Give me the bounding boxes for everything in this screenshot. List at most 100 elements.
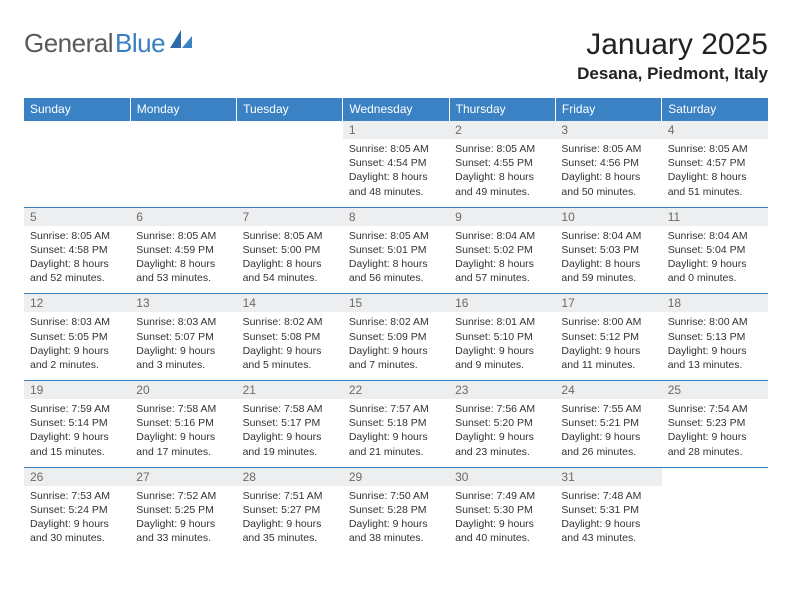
day-data-cell: Sunrise: 8:03 AMSunset: 5:07 PMDaylight:… — [130, 312, 236, 380]
daylight-text: Daylight: 8 hours — [455, 257, 549, 271]
daylight-text: Daylight: 9 hours — [668, 257, 762, 271]
sunset-text: Sunset: 5:28 PM — [349, 503, 443, 517]
daylight-text: Daylight: 9 hours — [136, 517, 230, 531]
sunrise-text: Sunrise: 8:04 AM — [561, 229, 655, 243]
daylight-text-2: and 57 minutes. — [455, 271, 549, 285]
daylight-text-2: and 5 minutes. — [243, 358, 337, 372]
daylight-text-2: and 21 minutes. — [349, 445, 443, 459]
day-number-cell: 18 — [662, 294, 768, 313]
day-data-cell: Sunrise: 8:04 AMSunset: 5:03 PMDaylight:… — [555, 226, 661, 294]
weekday-header: Sunday — [24, 98, 130, 121]
sunset-text: Sunset: 5:05 PM — [30, 330, 124, 344]
sunset-text: Sunset: 5:31 PM — [561, 503, 655, 517]
day-number-cell: 5 — [24, 207, 130, 226]
sunrise-text: Sunrise: 8:02 AM — [349, 315, 443, 329]
day-data-cell: Sunrise: 7:48 AMSunset: 5:31 PMDaylight:… — [555, 486, 661, 554]
daylight-text-2: and 23 minutes. — [455, 445, 549, 459]
day-number-cell: 16 — [449, 294, 555, 313]
daylight-text: Daylight: 9 hours — [243, 517, 337, 531]
day-data-cell: Sunrise: 8:05 AMSunset: 4:59 PMDaylight:… — [130, 226, 236, 294]
sunrise-text: Sunrise: 7:55 AM — [561, 402, 655, 416]
day-number-cell: 23 — [449, 381, 555, 400]
day-number-cell: 22 — [343, 381, 449, 400]
daylight-text-2: and 33 minutes. — [136, 531, 230, 545]
day-data-cell: Sunrise: 8:05 AMSunset: 5:00 PMDaylight:… — [237, 226, 343, 294]
day-number-row: 567891011 — [24, 207, 768, 226]
daylight-text: Daylight: 9 hours — [136, 344, 230, 358]
daylight-text: Daylight: 9 hours — [243, 430, 337, 444]
day-data-row: Sunrise: 7:53 AMSunset: 5:24 PMDaylight:… — [24, 486, 768, 554]
sunset-text: Sunset: 5:10 PM — [455, 330, 549, 344]
sunset-text: Sunset: 5:07 PM — [136, 330, 230, 344]
day-data-cell: Sunrise: 8:02 AMSunset: 5:09 PMDaylight:… — [343, 312, 449, 380]
day-data-cell: Sunrise: 8:05 AMSunset: 4:58 PMDaylight:… — [24, 226, 130, 294]
day-data-cell: Sunrise: 7:50 AMSunset: 5:28 PMDaylight:… — [343, 486, 449, 554]
day-data-cell: Sunrise: 7:59 AMSunset: 5:14 PMDaylight:… — [24, 399, 130, 467]
daylight-text-2: and 2 minutes. — [30, 358, 124, 372]
daylight-text: Daylight: 9 hours — [349, 517, 443, 531]
sunset-text: Sunset: 5:04 PM — [668, 243, 762, 257]
daylight-text-2: and 59 minutes. — [561, 271, 655, 285]
daylight-text: Daylight: 8 hours — [136, 257, 230, 271]
daylight-text-2: and 56 minutes. — [349, 271, 443, 285]
sunrise-text: Sunrise: 7:58 AM — [243, 402, 337, 416]
sunset-text: Sunset: 5:21 PM — [561, 416, 655, 430]
day-number-cell: 30 — [449, 467, 555, 486]
sunrise-text: Sunrise: 7:53 AM — [30, 489, 124, 503]
day-data-cell: Sunrise: 8:03 AMSunset: 5:05 PMDaylight:… — [24, 312, 130, 380]
sunset-text: Sunset: 5:01 PM — [349, 243, 443, 257]
daylight-text: Daylight: 8 hours — [243, 257, 337, 271]
daylight-text-2: and 49 minutes. — [455, 185, 549, 199]
day-data-row: Sunrise: 8:05 AMSunset: 4:54 PMDaylight:… — [24, 139, 768, 207]
weekday-row: Sunday Monday Tuesday Wednesday Thursday… — [24, 98, 768, 121]
sunrise-text: Sunrise: 7:50 AM — [349, 489, 443, 503]
daylight-text-2: and 28 minutes. — [668, 445, 762, 459]
daylight-text: Daylight: 9 hours — [455, 430, 549, 444]
day-number-cell: 20 — [130, 381, 236, 400]
sunset-text: Sunset: 5:13 PM — [668, 330, 762, 344]
weekday-header: Monday — [130, 98, 236, 121]
day-number-cell — [237, 121, 343, 139]
day-number-cell: 9 — [449, 207, 555, 226]
weekday-header: Tuesday — [237, 98, 343, 121]
daylight-text: Daylight: 8 hours — [668, 170, 762, 184]
day-data-cell: Sunrise: 7:57 AMSunset: 5:18 PMDaylight:… — [343, 399, 449, 467]
sunrise-text: Sunrise: 8:04 AM — [455, 229, 549, 243]
sunset-text: Sunset: 5:09 PM — [349, 330, 443, 344]
sunrise-text: Sunrise: 7:52 AM — [136, 489, 230, 503]
day-data-cell: Sunrise: 8:05 AMSunset: 4:55 PMDaylight:… — [449, 139, 555, 207]
daylight-text-2: and 54 minutes. — [243, 271, 337, 285]
day-number-cell: 19 — [24, 381, 130, 400]
day-data-cell: Sunrise: 7:54 AMSunset: 5:23 PMDaylight:… — [662, 399, 768, 467]
daylight-text-2: and 3 minutes. — [136, 358, 230, 372]
daylight-text: Daylight: 9 hours — [136, 430, 230, 444]
day-number-cell: 1 — [343, 121, 449, 139]
calendar-table: Sunday Monday Tuesday Wednesday Thursday… — [24, 98, 768, 553]
day-number-cell: 8 — [343, 207, 449, 226]
daylight-text-2: and 15 minutes. — [30, 445, 124, 459]
day-number-cell — [24, 121, 130, 139]
weekday-header: Saturday — [662, 98, 768, 121]
sunrise-text: Sunrise: 8:05 AM — [668, 142, 762, 156]
day-data-row: Sunrise: 7:59 AMSunset: 5:14 PMDaylight:… — [24, 399, 768, 467]
day-data-cell: Sunrise: 7:53 AMSunset: 5:24 PMDaylight:… — [24, 486, 130, 554]
daylight-text: Daylight: 9 hours — [668, 430, 762, 444]
daylight-text: Daylight: 9 hours — [243, 344, 337, 358]
day-number-cell: 4 — [662, 121, 768, 139]
daylight-text-2: and 17 minutes. — [136, 445, 230, 459]
day-number-cell: 15 — [343, 294, 449, 313]
daylight-text: Daylight: 9 hours — [30, 344, 124, 358]
day-number-cell: 6 — [130, 207, 236, 226]
daylight-text-2: and 43 minutes. — [561, 531, 655, 545]
sunrise-text: Sunrise: 8:05 AM — [349, 142, 443, 156]
sunset-text: Sunset: 5:27 PM — [243, 503, 337, 517]
daylight-text: Daylight: 9 hours — [30, 430, 124, 444]
daylight-text: Daylight: 8 hours — [30, 257, 124, 271]
sunrise-text: Sunrise: 8:05 AM — [30, 229, 124, 243]
daylight-text-2: and 30 minutes. — [30, 531, 124, 545]
location: Desana, Piedmont, Italy — [577, 64, 768, 84]
day-data-cell: Sunrise: 8:05 AMSunset: 5:01 PMDaylight:… — [343, 226, 449, 294]
sunrise-text: Sunrise: 8:01 AM — [455, 315, 549, 329]
day-data-cell: Sunrise: 8:04 AMSunset: 5:04 PMDaylight:… — [662, 226, 768, 294]
day-number-cell: 21 — [237, 381, 343, 400]
